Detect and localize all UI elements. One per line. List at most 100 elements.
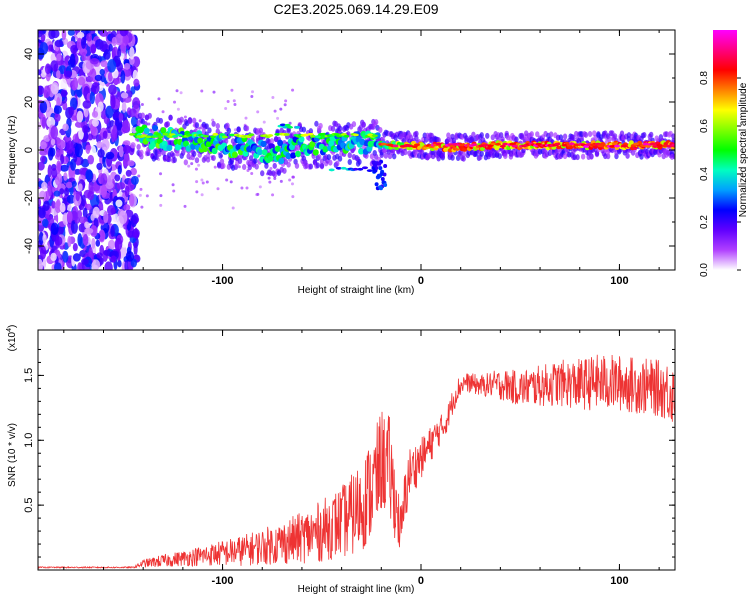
spectrogram-noise-cell [82,207,88,219]
spectrogram-y-tick-label: 20 [23,96,35,108]
spectrogram-noise-cell [103,49,111,60]
spectrogram-streak-cell [614,144,621,148]
spectrogram-band-cell [143,127,150,135]
spectrogram-noise-cell [54,39,64,48]
spectrogram-noise-cell [279,107,283,111]
spectrogram-noise-cell [244,116,248,120]
spectrogram-noise-cell [123,63,131,70]
spectrogram-noise-cell [273,176,277,180]
spectrogram-streak-cell [352,133,359,137]
spectrogram-band-cell [202,145,209,153]
spectrogram-band-cell [248,155,254,162]
spectrogram-noise-cell [173,100,177,104]
spectrogram-noise-cell [117,165,122,175]
spectrogram-band-cell [260,170,265,177]
spectrogram-noise-cell [66,210,73,224]
spectrogram-noise-cell [77,76,86,86]
spectrogram-noise-cell [38,197,42,208]
colorbar-tick-label: 0.2 [699,215,710,229]
spectrogram-noise-cell [183,204,187,208]
spectrogram-noise-cell [205,180,209,184]
spectrogram-streak-cell [267,134,274,137]
spectrogram-noise-cell [51,168,58,179]
spectrogram-band-cell [357,158,362,165]
colorbar-ticks: 0.0 0.2 0.4 0.6 0.8 [699,71,741,277]
spectrogram-noise-cell [97,148,105,158]
spectrogram-noise-cell [194,167,198,171]
spectrogram-streak-cell [212,132,219,136]
spectrogram-band-cell [231,151,238,158]
spectrogram-streak-cell [171,135,178,138]
spectrogram-band-cell [575,154,580,161]
spectrogram-noise-cell [123,204,131,211]
spectrogram-band-cell [183,140,190,147]
spectrogram-noise-cell [130,258,138,268]
spectrogram-noise-cell [111,128,116,143]
spectrogram-band-cell [376,174,381,179]
spectrogram-band-cell [322,146,329,153]
spectrogram-band-cell [361,121,366,128]
spectrogram-noise-cell [56,139,66,150]
spectrogram-band-cell [261,149,268,156]
spectrogram-band-cell [451,137,457,144]
spectrogram-streak-cell [219,133,226,137]
spectrogram-noise-cell [195,190,199,194]
spectrogram-noise-cell [67,30,75,36]
snr-x-tick-label: 100 [610,575,628,587]
spectrogram-noise-cell [91,259,101,270]
spectrogram-band-cell [290,152,297,159]
snr-x-tick-label: 0 [418,575,424,587]
spectrogram-noise-cell [124,185,130,198]
spectrogram-streak-cell [229,133,236,137]
spectrogram-noise-cell [85,203,92,211]
spectrogram-noise-cell [38,161,45,171]
spectrogram-noise-cell [62,123,69,132]
spectrogram-noise-cell [104,261,113,270]
spectrogram-noise-cell [120,42,127,54]
spectrogram-noise-cell [60,78,68,92]
spectrogram-band-cell [587,130,593,137]
spectrogram-noise-cell [95,239,101,247]
spectrogram-noise-cell [225,178,229,182]
spectrogram-noise-cell [291,175,295,179]
spectrogram-noise-cell [62,250,69,263]
spectrogram-band-cell [168,114,173,121]
spectrogram-streak-cell [162,132,169,136]
spectrogram-noise-cell [229,180,233,184]
spectrogram-noise-cell [40,69,47,78]
spectrogram-band-cell [312,149,319,156]
spectrogram-noise-cell [81,258,89,265]
spectrogram-noise-cell [268,180,272,184]
spectrogram-y-tick-label: -40 [23,238,35,254]
spectrogram-band-cell [529,131,534,138]
spectrogram-noise-cell [47,164,53,178]
spectrogram-streak-cell [392,144,399,148]
spectrogram-band-cell [172,156,177,163]
spectrogram-noise-cell [250,95,254,99]
spectrogram-noise-cell [69,53,76,68]
spectrogram-noise-cell [232,99,236,103]
spectrogram-y-tick-label: -20 [23,190,35,206]
spectrogram-band-cell [194,122,200,129]
spectrogram-noise-cell [71,180,77,188]
spectrogram-band-cell [282,167,287,174]
spectrogram-band-cell [403,149,408,156]
spectrogram-noise-cell [161,110,165,114]
spectrogram-streak-cell [483,143,490,147]
spectrogram-noise-cell [237,165,241,169]
spectrogram-noise-cell [159,172,163,176]
spectrogram-noise-cell [54,113,61,122]
spectrogram-noise-cell [85,169,93,181]
spectrogram-noise-cell [269,166,273,170]
spectrogram-noise-cell [128,193,135,207]
snr-scale-factor: (x104) [6,325,18,352]
spectrogram-noise-cell [245,186,249,190]
spectrogram-noise-cell [130,142,136,149]
spectrogram-band-cell [383,182,388,187]
spectrogram-noise-cell [216,187,220,191]
spectrogram-noise-cell [108,43,113,52]
spectrogram-noise-cell [38,231,44,245]
spectrogram-streak-cell [573,143,580,147]
spectrogram-streak-cell [645,145,652,148]
spectrogram-noise-cell [63,172,68,181]
